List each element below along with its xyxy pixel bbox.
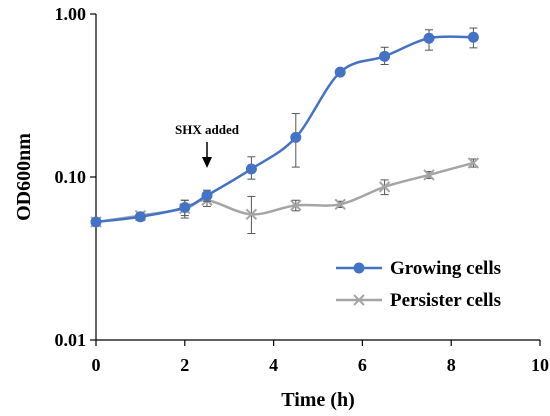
legend-item-growing-cells: Growing cells — [336, 258, 501, 279]
annotation-label: SHX added — [175, 122, 240, 137]
legend-marker — [353, 262, 365, 274]
axes: 0.01 0.10 1.00 0 2 4 6 8 10 — [55, 4, 550, 375]
series-line — [95, 161, 474, 224]
legend-label: Persister cells — [390, 290, 501, 311]
x-tick-label: 8 — [447, 355, 456, 375]
legend: Growing cells Persister cells — [336, 258, 501, 311]
data-point — [467, 157, 480, 169]
data-point — [245, 163, 257, 175]
y-axis-title: OD600nm — [13, 133, 35, 221]
x-tick-label: 6 — [358, 355, 367, 375]
series-line — [95, 35, 474, 224]
legend-item-persister-cells: Persister cells — [336, 290, 501, 311]
series-layer — [90, 27, 480, 235]
data-point — [245, 208, 258, 221]
data-point — [201, 190, 213, 202]
x-axis-title: Time (h) — [281, 389, 355, 411]
marker-stroke — [378, 181, 391, 193]
data-point — [134, 211, 146, 223]
x-tick-label: 4 — [269, 355, 278, 375]
y-tick-label: 1.00 — [55, 4, 87, 24]
x-tick-label: 10 — [531, 355, 549, 375]
marker-stroke — [467, 157, 480, 169]
legend-label: Growing cells — [390, 258, 501, 279]
marker-stroke — [334, 198, 346, 211]
annotation-arrow-head — [202, 157, 212, 168]
data-point — [90, 216, 102, 228]
annotation-layer: SHX added — [175, 122, 240, 168]
y-tick-label: 0.10 — [55, 167, 87, 187]
x-tick-label: 2 — [180, 355, 189, 375]
legend-marker — [353, 294, 365, 306]
data-point — [290, 131, 302, 143]
data-point — [467, 31, 479, 43]
data-point — [290, 199, 302, 212]
x-tick-label: 0 — [92, 355, 101, 375]
data-point — [423, 169, 435, 181]
series-growing-cells — [90, 27, 479, 228]
data-point — [179, 201, 191, 213]
data-point — [379, 50, 391, 62]
y-tick-label: 0.01 — [55, 330, 87, 350]
marker-stroke — [245, 208, 258, 221]
marker-stroke — [423, 169, 435, 181]
data-point — [334, 66, 346, 78]
data-point — [334, 198, 346, 211]
data-point — [378, 181, 391, 193]
data-point — [423, 32, 435, 44]
marker-stroke — [290, 199, 302, 212]
marker-stroke — [353, 294, 365, 306]
series-persister-cells — [90, 157, 480, 235]
